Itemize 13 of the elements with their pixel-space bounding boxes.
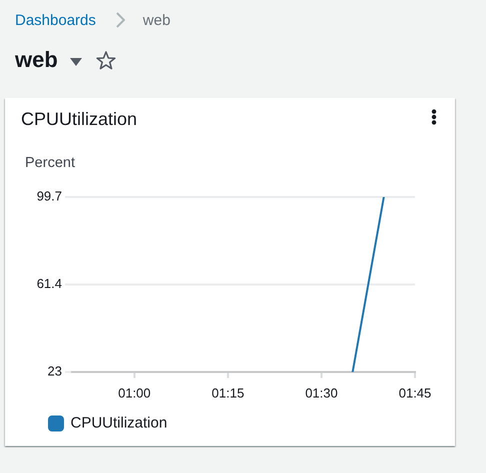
chart-title: CPUUtilization (21, 108, 138, 130)
y-tick-label: 99.7 (36, 188, 62, 204)
y-tick-label: 61.4 (36, 276, 62, 291)
text: web (142, 12, 170, 28)
text: Dashboards (15, 12, 96, 28)
y-tick-label: 23 (48, 364, 62, 379)
y-axis-title: Percent (25, 155, 75, 171)
legend-label: CPUUtilization (70, 414, 168, 432)
x-tick-label: 01:30 (305, 385, 338, 400)
text: web (15, 47, 58, 73)
x-tick-label: 01:15 (212, 385, 244, 400)
x-tick-label: 01:45 (398, 385, 432, 400)
x-tick-label: 01:00 (118, 385, 151, 400)
